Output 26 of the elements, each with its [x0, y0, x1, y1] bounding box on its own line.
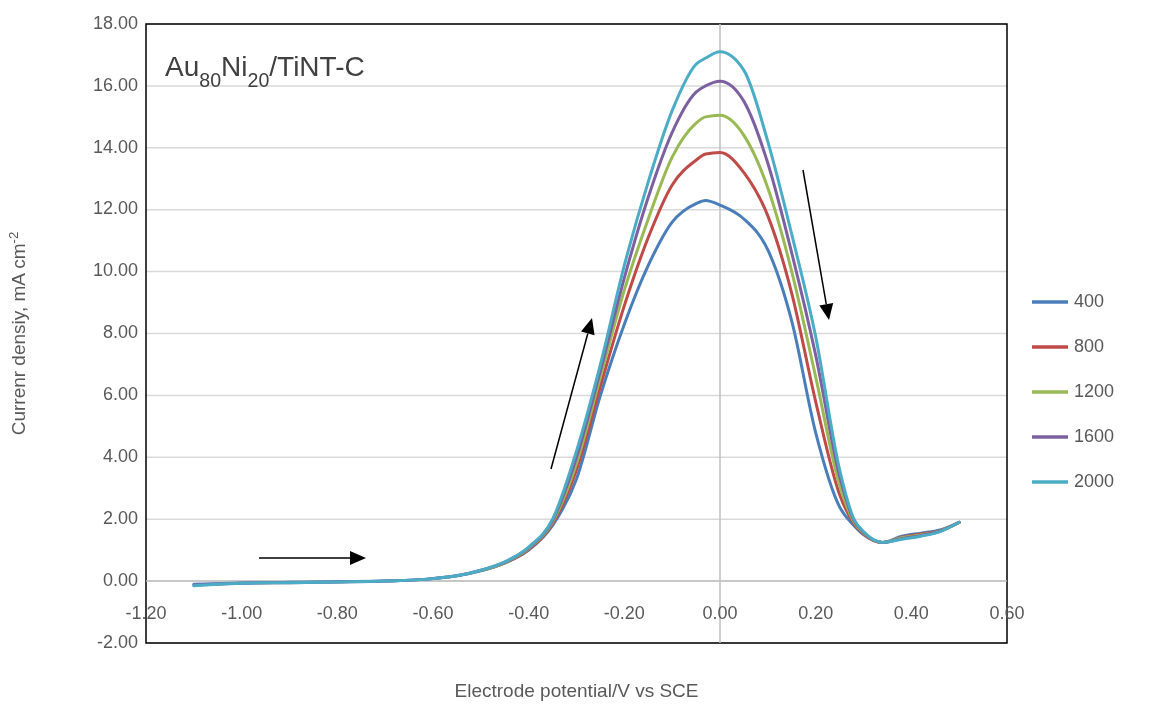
legend-label: 1600: [1074, 425, 1115, 446]
x-tick-label: 0.00: [702, 603, 738, 624]
x-axis-title: Electrode potential/V vs SCE: [454, 680, 699, 701]
y-tick-label: 0.00: [102, 569, 138, 590]
text: Au$_{80}$Ni$_{20}$/TiNT-C: [165, 51, 365, 91]
y-tick-label: -2.00: [96, 631, 138, 652]
x-tick-label: -0.40: [508, 603, 550, 624]
y-tick-label: 10.00: [92, 260, 138, 281]
x-tick-label: 0.20: [798, 603, 834, 624]
legend-label: 1200: [1074, 380, 1115, 401]
x-tick-label: -1.00: [221, 603, 263, 624]
legend-label: 800: [1074, 335, 1105, 356]
y-tick-label: 6.00: [102, 384, 138, 405]
x-tick-label: -0.20: [603, 603, 645, 624]
y-tick-label: 18.00: [92, 12, 138, 33]
y-tick-label: 12.00: [92, 198, 138, 219]
y-tick-label: 4.00: [102, 446, 138, 467]
x-tick-label: 0.40: [893, 603, 929, 624]
y-tick-label: 14.00: [92, 136, 138, 157]
y-tick-label: 2.00: [102, 507, 138, 528]
legend-label: 2000: [1074, 470, 1115, 491]
x-tick-label: -0.80: [316, 603, 358, 624]
x-tick-label: -0.60: [412, 603, 454, 624]
y-tick-label: 16.00: [92, 74, 138, 95]
legend-label: 400: [1074, 290, 1105, 311]
y-tick-label: 8.00: [102, 322, 138, 343]
